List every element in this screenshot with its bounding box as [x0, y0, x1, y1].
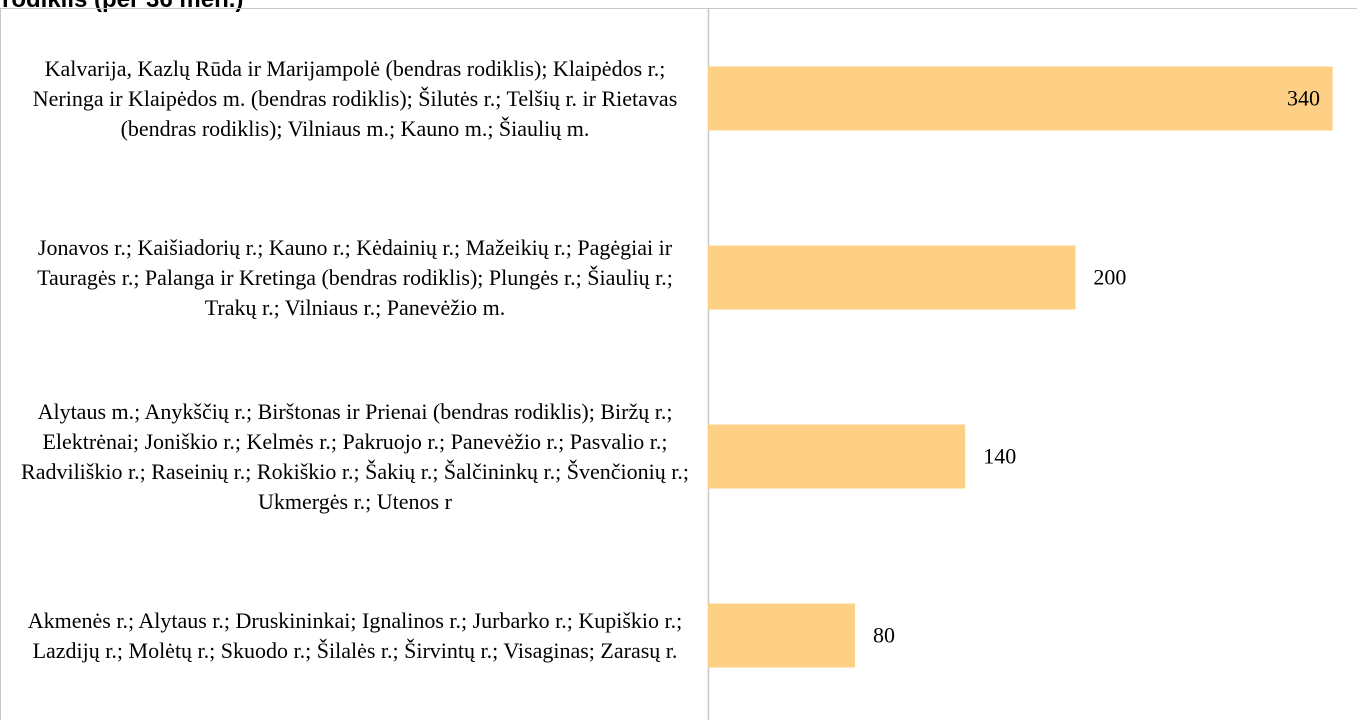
data-label: 80: [873, 623, 895, 648]
bar: [708, 424, 966, 489]
frame: [0, 8, 1357, 720]
bar: [708, 603, 855, 668]
data-label: 200: [1093, 265, 1126, 290]
data-label: 140: [983, 444, 1016, 469]
category-label: Kalvarija, Kazlų Rūda ir Marijampolė (be…: [32, 55, 678, 141]
category-label: Alytaus m.; Anykščių r.; Birštonas ir Pr…: [21, 398, 689, 514]
bar: [708, 66, 1333, 131]
chart-title: rodiklis (per 36 mėn.): [2, 0, 243, 14]
category-label: Akmenės r.; Alytaus r.; Druskininkai; Ig…: [27, 607, 683, 663]
data-label: 340: [1287, 86, 1320, 111]
bar: [708, 245, 1076, 310]
category-label: Jonavos r.; Kaišiadorių r.; Kauno r.; Kė…: [37, 234, 673, 320]
